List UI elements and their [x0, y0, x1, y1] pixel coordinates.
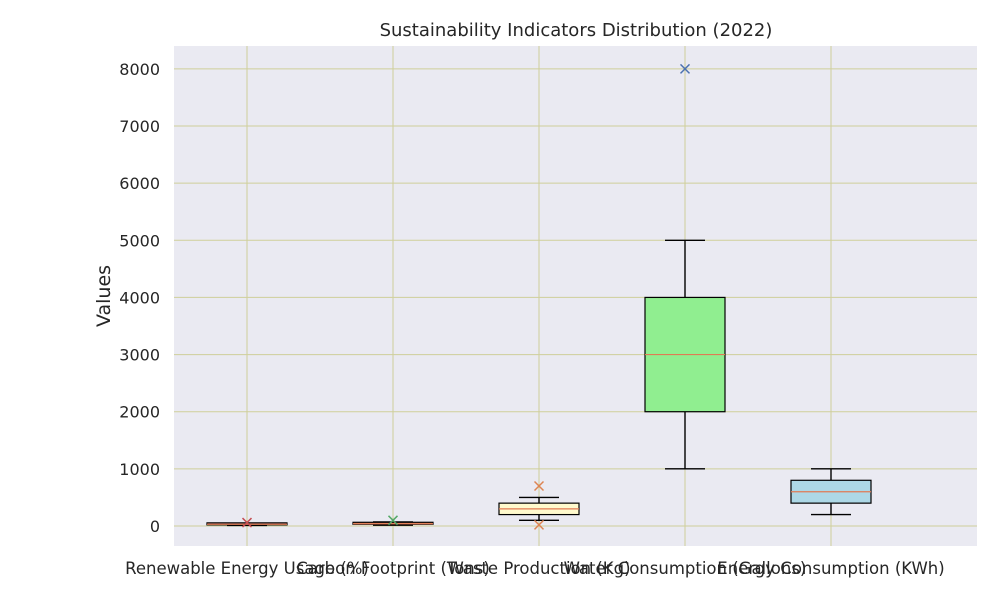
box-1	[206, 517, 288, 528]
box-5	[790, 468, 872, 516]
outlier-marker	[533, 519, 545, 530]
y-tick-label: 8000	[119, 60, 160, 79]
outlier-stroke	[533, 480, 545, 492]
box-3	[498, 480, 580, 530]
boxes	[206, 63, 872, 530]
x-tick-label: Energy Consumption (KWh)	[717, 559, 944, 578]
x-tick-label: Waste Production (Kg)	[447, 559, 630, 578]
y-tick-label: 3000	[119, 346, 160, 365]
outlier-stroke	[533, 519, 545, 530]
y-axis-ticks: 0 1000 2000 3000 4000 5000 6000 7000 8000	[119, 60, 160, 536]
chart-title: Sustainability Indicators Distribution (…	[380, 20, 773, 41]
y-axis-label: Values	[93, 265, 115, 327]
x-tick-label: Carbon Footprint (Tons)	[296, 559, 490, 578]
y-tick-label: 6000	[119, 174, 160, 193]
plot-area	[174, 46, 977, 546]
outlier-stroke	[679, 63, 691, 74]
y-tick-label: 4000	[119, 288, 160, 307]
x-tick-label: Renewable Energy Usage (%)	[125, 559, 369, 578]
outlier-marker	[679, 63, 691, 74]
x-tick-label: Water Consumption (Gallons)	[564, 559, 807, 578]
y-tick-label: 7000	[119, 117, 160, 136]
box-2	[352, 515, 434, 526]
y-tick-label: 0	[150, 517, 160, 536]
y-tick-label: 1000	[119, 460, 160, 479]
y-tick-label: 5000	[119, 231, 160, 250]
y-tick-label: 2000	[119, 403, 160, 422]
outlier-marker	[241, 517, 253, 528]
outlier-marker	[387, 515, 399, 526]
outlier-stroke	[387, 515, 399, 526]
outlier-stroke	[241, 517, 253, 528]
x-axis-ticks: Renewable Energy Usage (%)Carbon Footpri…	[125, 559, 945, 578]
outlier-marker	[533, 480, 545, 492]
box-4	[644, 63, 726, 470]
